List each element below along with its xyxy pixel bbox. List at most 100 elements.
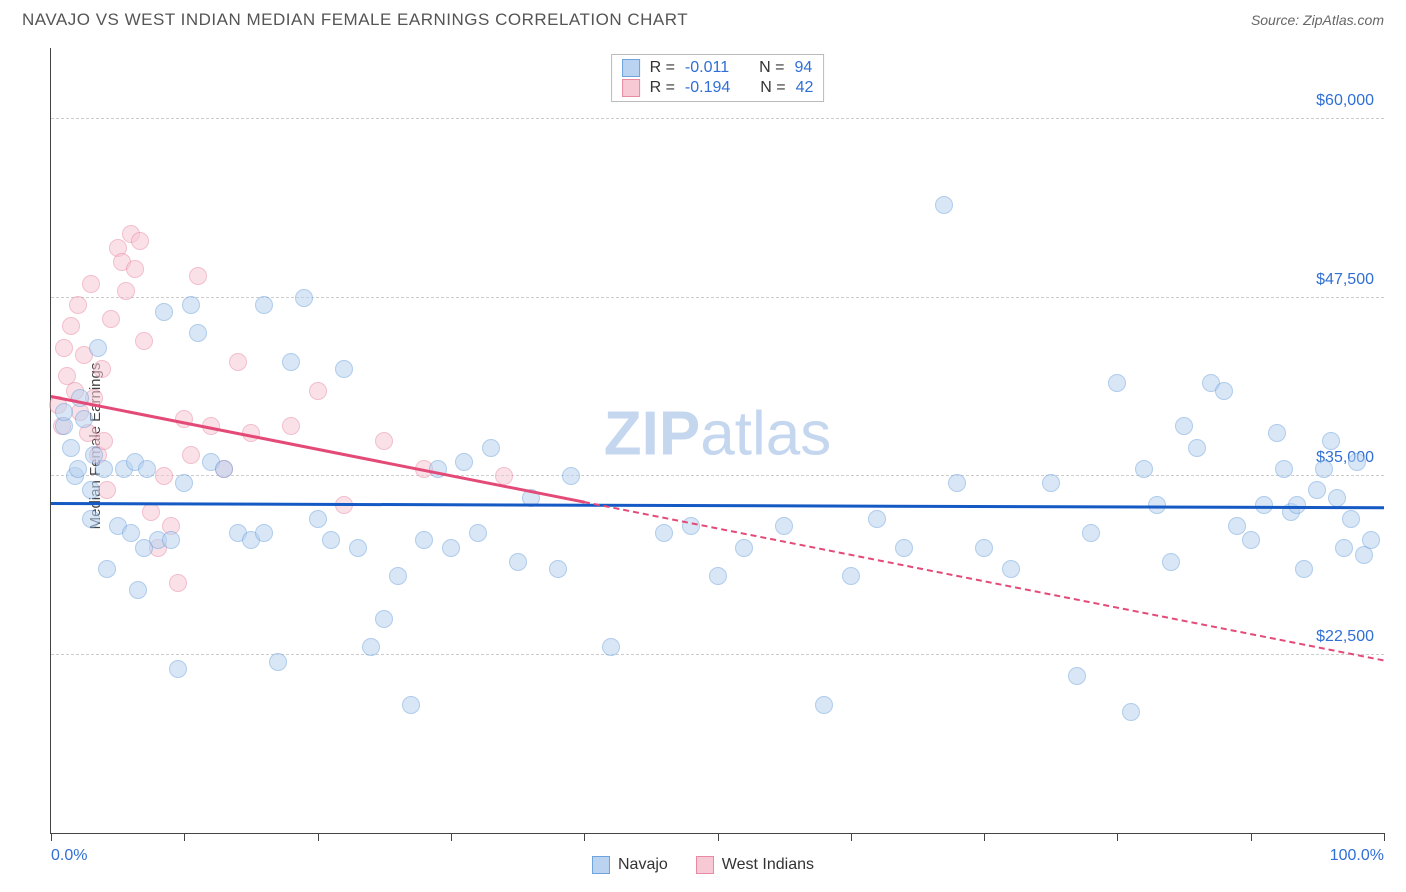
navajo-point xyxy=(1335,539,1353,557)
navajo-point xyxy=(1135,460,1153,478)
x-tick-label: 100.0% xyxy=(1330,847,1384,865)
watermark: ZIPatlas xyxy=(604,398,831,469)
x-tick xyxy=(318,833,319,841)
legend-item-westindian: West Indians xyxy=(696,856,814,874)
navajo-point xyxy=(162,531,180,549)
navajo-point xyxy=(362,638,380,656)
r-label: R = xyxy=(650,79,675,97)
westindian-point xyxy=(69,296,87,314)
navajo-point xyxy=(282,353,300,371)
navajo-point xyxy=(655,524,673,542)
y-tick-label: $60,000 xyxy=(1316,92,1374,110)
navajo-point xyxy=(122,524,140,542)
navajo-point xyxy=(98,560,116,578)
navajo-point xyxy=(1228,517,1246,535)
navajo-point xyxy=(1042,474,1060,492)
navajo-point xyxy=(509,553,527,571)
westindian-swatch xyxy=(696,856,714,874)
watermark-bold: ZIP xyxy=(604,399,700,468)
legend-item-navajo: Navajo xyxy=(592,856,668,874)
navajo-point xyxy=(189,324,207,342)
westindian-point xyxy=(375,432,393,450)
legend-label: Navajo xyxy=(618,856,668,874)
westindian-point xyxy=(189,267,207,285)
navajo-trendline xyxy=(51,502,1384,509)
westindian-point xyxy=(182,446,200,464)
navajo-point xyxy=(1122,703,1140,721)
navajo-point xyxy=(255,296,273,314)
navajo-point xyxy=(602,638,620,656)
westindian-point xyxy=(117,282,135,300)
navajo-point xyxy=(1322,432,1340,450)
n-label: N = xyxy=(759,59,784,77)
navajo-point xyxy=(215,460,233,478)
r-value: -0.011 xyxy=(685,59,729,77)
navajo-point xyxy=(182,296,200,314)
navajo-swatch xyxy=(622,59,640,77)
legend-label: West Indians xyxy=(722,856,814,874)
navajo-point xyxy=(1348,453,1366,471)
westindian-point xyxy=(495,467,513,485)
source-credit: Source: ZipAtlas.com xyxy=(1251,12,1384,28)
navajo-point xyxy=(455,453,473,471)
navajo-point xyxy=(1068,667,1086,685)
navajo-point xyxy=(562,467,580,485)
navajo-swatch xyxy=(592,856,610,874)
legend: Navajo West Indians xyxy=(592,856,814,874)
navajo-point xyxy=(402,696,420,714)
chart-title: NAVAJO VS WEST INDIAN MEDIAN FEMALE EARN… xyxy=(22,10,688,30)
x-tick xyxy=(1117,833,1118,841)
r-label: R = xyxy=(650,59,675,77)
navajo-point xyxy=(62,439,80,457)
navajo-point xyxy=(95,460,113,478)
navajo-point xyxy=(442,539,460,557)
navajo-point xyxy=(1275,460,1293,478)
navajo-point xyxy=(1162,553,1180,571)
x-tick xyxy=(184,833,185,841)
scatter-chart: ZIPatlas R = -0.011 N = 94 R = -0.194 N … xyxy=(50,48,1384,834)
n-value: 42 xyxy=(796,79,814,97)
navajo-point xyxy=(155,303,173,321)
westindian-trendline-solid xyxy=(51,395,585,504)
gridline xyxy=(51,654,1384,655)
x-tick xyxy=(451,833,452,841)
navajo-point xyxy=(169,660,187,678)
navajo-point xyxy=(815,696,833,714)
navajo-point xyxy=(469,524,487,542)
navajo-point xyxy=(89,339,107,357)
y-tick-label: $47,500 xyxy=(1316,271,1374,289)
navajo-point xyxy=(1342,510,1360,528)
navajo-point xyxy=(1175,417,1193,435)
navajo-point xyxy=(75,410,93,428)
navajo-point xyxy=(309,510,327,528)
navajo-point xyxy=(1002,560,1020,578)
navajo-point xyxy=(349,539,367,557)
navajo-point xyxy=(775,517,793,535)
navajo-point xyxy=(1215,382,1233,400)
navajo-point xyxy=(709,567,727,585)
navajo-point xyxy=(735,539,753,557)
x-tick-label: 0.0% xyxy=(51,847,87,865)
navajo-point xyxy=(322,531,340,549)
navajo-point xyxy=(375,610,393,628)
navajo-point xyxy=(1108,374,1126,392)
westindian-point xyxy=(102,310,120,328)
r-value: -0.194 xyxy=(685,79,730,97)
navajo-point xyxy=(295,289,313,307)
navajo-point xyxy=(389,567,407,585)
navajo-point xyxy=(895,539,913,557)
navajo-point xyxy=(1362,531,1380,549)
navajo-point xyxy=(1315,460,1333,478)
correlation-stats-box: R = -0.011 N = 94 R = -0.194 N = 42 xyxy=(611,54,825,102)
x-tick xyxy=(851,833,852,841)
navajo-point xyxy=(1308,481,1326,499)
westindian-point xyxy=(155,467,173,485)
gridline xyxy=(51,297,1384,298)
x-tick xyxy=(584,833,585,841)
westindian-point xyxy=(229,353,247,371)
x-tick xyxy=(1251,833,1252,841)
x-tick xyxy=(51,833,52,841)
westindian-point xyxy=(98,481,116,499)
navajo-point xyxy=(1242,531,1260,549)
navajo-point xyxy=(682,517,700,535)
